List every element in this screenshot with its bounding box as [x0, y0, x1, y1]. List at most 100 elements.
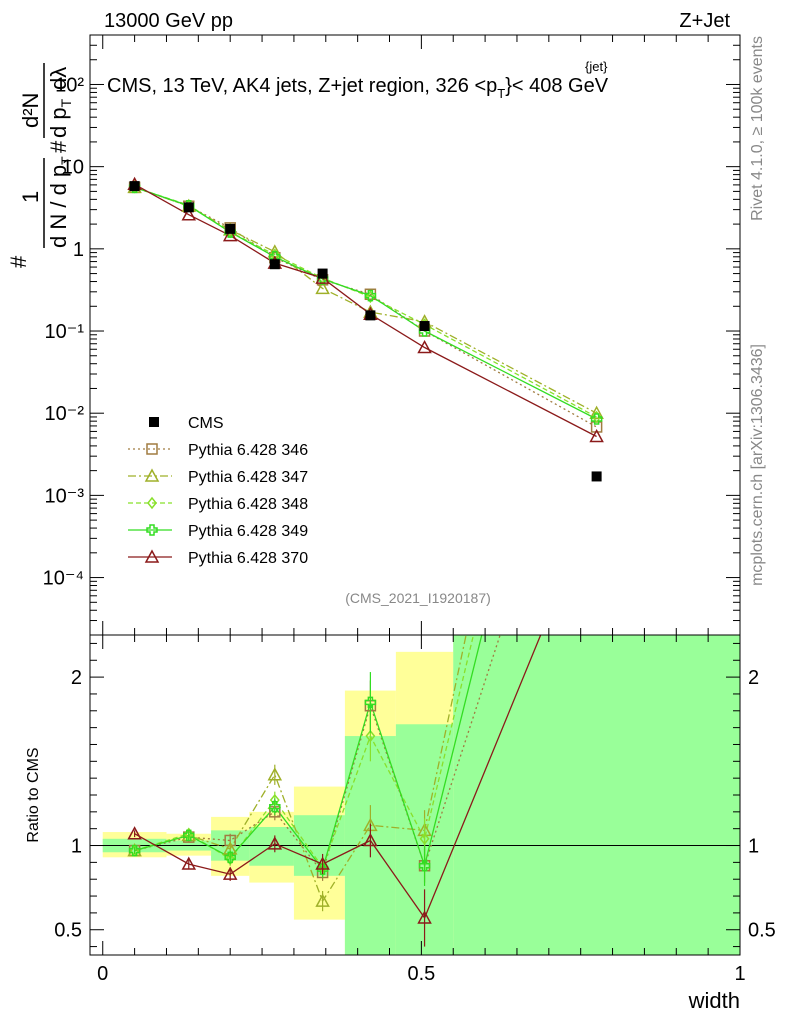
ylabel-dn: d N / d pT [46, 156, 74, 248]
plot-title: CMS, 13 TeV, AK4 jets, Z+jet region, 326… [107, 75, 609, 101]
ratio-marker-p348 [419, 832, 430, 845]
ratio-line-p348 [134, 635, 475, 869]
x-tick-label: 0 [97, 963, 108, 985]
legend-marker-p370 [144, 549, 160, 563]
ratio-band-green [453, 635, 740, 955]
ratio-marker-p349 [183, 829, 195, 842]
ratio-marker-p348 [593, 116, 601, 126]
ratio-marker-p347 [267, 767, 283, 781]
ratio-marker-p346 [592, 335, 602, 345]
ratio-line-p349 [134, 635, 483, 871]
plot-title-sup: {jet} [585, 59, 608, 74]
main-y-tick-label: 10⁻⁴ [43, 568, 84, 590]
main-marker-p370 [589, 428, 604, 443]
main-ticks: 10⁻⁴ 10⁻³ 10⁻² 10⁻¹ 1 10 10² [43, 34, 741, 636]
ylabel-dl: dλ [46, 67, 71, 90]
cms-data-points [129, 181, 602, 482]
ratio-y-axis-label: Ratio to CMS [25, 747, 42, 842]
main-y-axis-label: # 1 d N / d pT # d²N d pT dλ [6, 63, 74, 268]
ratio-marker-p347 [591, 14, 603, 25]
cms-data-point [269, 259, 280, 270]
ratio-marker-p349 [592, 167, 602, 177]
main-marker-p347 [315, 280, 330, 295]
main-line-p347 [134, 186, 597, 414]
rivet-label: Rivet 4.1.0, ≥ 100k events [749, 36, 766, 221]
ratio-marker-p349 [364, 696, 377, 709]
ratio-marker-p370 [222, 866, 238, 880]
cms-data-point [591, 471, 602, 482]
ratio-y-tick-label-right: 1 [748, 836, 759, 858]
main-line-p349 [134, 186, 597, 420]
legend-label-p347: Pythia 6.428 347 [188, 469, 308, 486]
main-y-tick-label: 10⁻² [45, 403, 85, 425]
ylabel-hash1: # [6, 255, 31, 268]
ylabel-d2n: d²N [18, 93, 43, 128]
plot-title-main: CMS, 13 TeV, AK4 jets, Z+jet region, 326… [107, 75, 497, 97]
ylabel-one: 1 [18, 191, 43, 203]
main-marker-p370 [181, 207, 197, 221]
main-panel: 10⁻⁴ 10⁻³ 10⁻² 10⁻¹ 1 10 10² CMS, 13 TeV, AK4 … [6, 34, 741, 636]
ratio-marker-p348 [365, 729, 376, 743]
ratio-y-tick-label-right: 2 [748, 667, 759, 689]
energy-label: 13000 GeV pp [104, 10, 233, 32]
main-y-tick-label: 10⁻³ [45, 485, 85, 507]
ratio-marker-p349 [269, 801, 281, 813]
ratio-y-tick-label: 1 [71, 836, 82, 858]
cms-data-point [129, 181, 140, 192]
main-marker-p370 [417, 339, 432, 354]
main-line-p346 [134, 186, 597, 428]
ratio-y-tick-label-right: 0.5 [748, 920, 776, 942]
legend: CMS Pythia 6.428 346 Pythia 6.428 347 Pythi… [128, 415, 308, 567]
ratio-marker-p349 [418, 859, 431, 872]
cms-data-point [317, 268, 328, 279]
main-y-tick-label: 10⁻¹ [45, 321, 85, 343]
main-marker-p348 [365, 290, 376, 304]
main-y-tick-label: 10 [62, 157, 84, 179]
ratio-marker-p349 [128, 844, 141, 857]
ratio-marker-p370 [363, 832, 378, 847]
ratio-marker-p370 [127, 826, 142, 840]
legend-marker-p349 [146, 524, 158, 536]
ratio-marker-p370 [181, 856, 197, 870]
ratio-marker-p370 [315, 856, 330, 870]
plot-title-sub: T [497, 86, 505, 101]
legend-marker-p348 [147, 496, 157, 510]
ratio-marker-p370 [267, 836, 283, 850]
x-axis-label: width [688, 988, 740, 1013]
main-y-tick-label: 10² [55, 74, 84, 96]
ratio-uncertainty-bands [102, 635, 740, 955]
plot-title-tail: }< 408 GeV [505, 75, 609, 97]
ratio-ticks: 0.5 0.51 12 20 0.5 1 [54, 635, 776, 985]
legend-label-p346: Pythia 6.428 346 [188, 442, 308, 459]
cms-data-point [419, 321, 430, 332]
legend-label-p370: Pythia 6.428 370 [188, 550, 308, 567]
legend-label-p349: Pythia 6.428 349 [188, 523, 308, 540]
main-line-p370 [134, 183, 597, 438]
mcplots-label: mcplots.cern.ch [arXiv:1306.3436] [749, 344, 766, 586]
main-series-lines [134, 183, 597, 438]
ratio-line-p370 [134, 635, 542, 920]
ratio-y-tick-label: 2 [71, 667, 82, 689]
main-marker-p370 [222, 228, 238, 242]
main-panel-frame [89, 34, 741, 636]
ratio-series-markers [127, 14, 603, 947]
ratio-marker-p347 [315, 893, 330, 907]
cms-data-point [225, 223, 236, 234]
ylabel-hash2: # [46, 140, 71, 153]
legend-marker-cms [149, 417, 159, 427]
legend-marker-p346 [146, 443, 158, 455]
analysis-watermark: (CMS_2021_I1920187) [345, 590, 491, 606]
ratio-panel: 0.5 0.51 12 20 0.5 1 Ratio to CMS width [25, 14, 776, 1013]
ratio-marker-p370 [591, 493, 603, 504]
main-marker-p347 [589, 405, 604, 419]
ratio-y-tick-label: 0.5 [54, 920, 82, 942]
x-tick-label: 1 [734, 963, 745, 985]
ratio-marker-p370 [417, 910, 432, 924]
legend-marker-p347 [144, 468, 160, 482]
ylabel-dpt: d pT [46, 98, 74, 138]
ratio-series-lines [134, 635, 542, 920]
process-label: Z+Jet [679, 10, 730, 32]
main-y-tick-label: 1 [73, 239, 84, 261]
legend-label-p348: Pythia 6.428 348 [188, 496, 308, 513]
